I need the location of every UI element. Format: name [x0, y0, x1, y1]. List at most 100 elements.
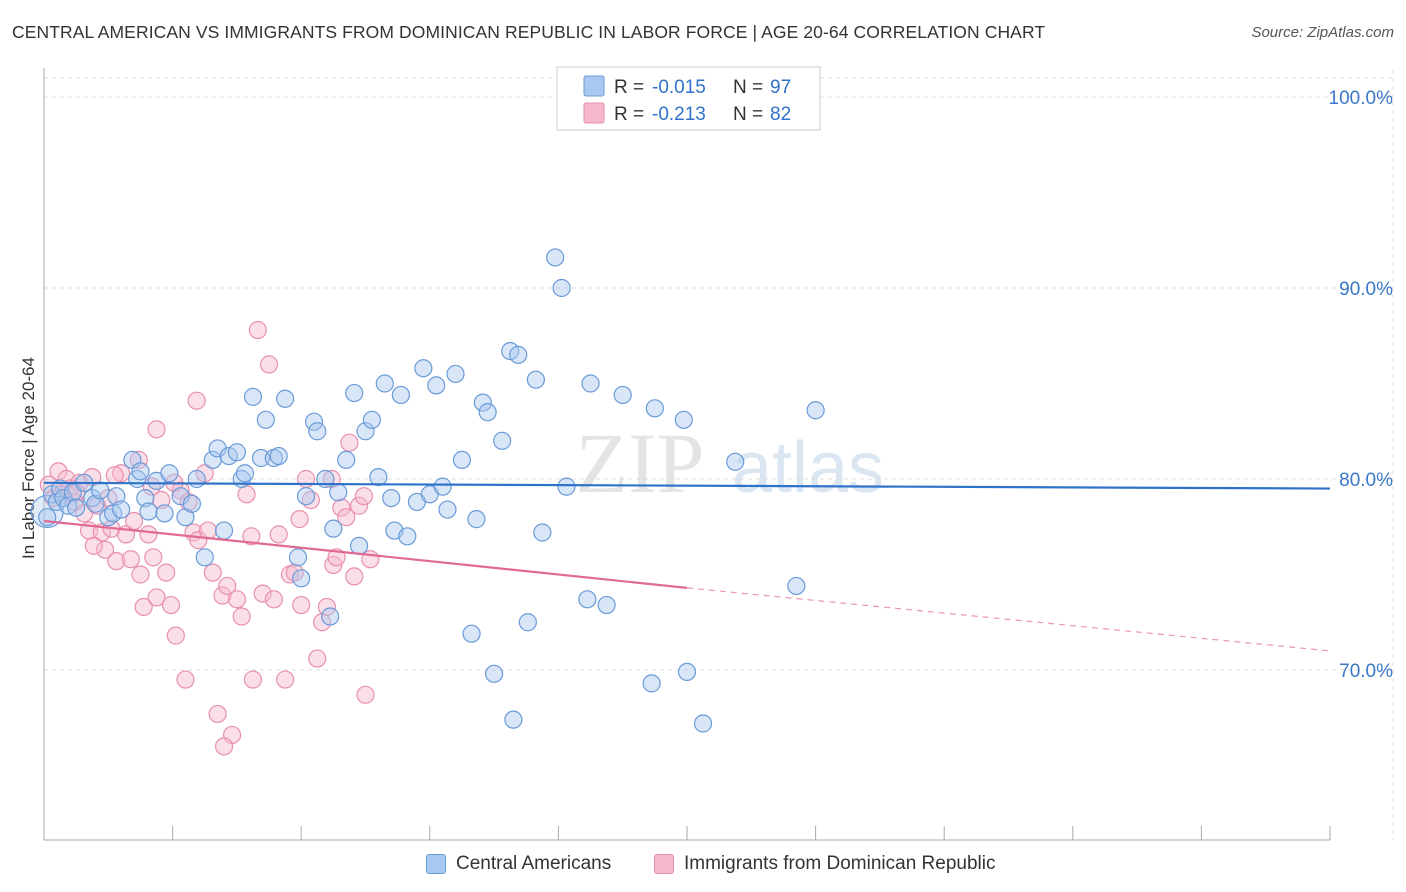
data-point-central-americans: [136, 489, 155, 508]
data-point-dominican: [39, 475, 58, 494]
source-label: Source: ZipAtlas.com: [1251, 24, 1394, 41]
data-point-central-americans: [131, 462, 150, 481]
y-axis-label: In Labor Force | Age 20-64: [19, 357, 38, 559]
data-point-dominican: [84, 536, 103, 555]
data-point-dominican: [208, 704, 227, 724]
svg-text:R = -0.015 N =: R = -0.015 N = 97: [614, 77, 791, 98]
data-point-dominican: [166, 626, 185, 645]
data-point-dominican: [332, 498, 351, 517]
data-point-dominican: [237, 485, 256, 504]
data-point-dominican: [227, 590, 246, 609]
legend-top-swatch-blue: [583, 75, 605, 97]
data-point-central-americans: [446, 364, 465, 384]
data-point-central-americans: [398, 527, 417, 546]
trend-line-dominican-extrapolated: [686, 587, 1331, 652]
legend-swatch-pink: [654, 854, 674, 874]
data-point-dominican: [292, 595, 311, 615]
data-point-central-americans: [581, 374, 600, 393]
data-point-central-americans: [324, 519, 343, 538]
svg-text:R = -0.213 N =: R = -0.213 N = 82: [614, 104, 791, 125]
data-point-central-americans: [251, 448, 271, 468]
data-point-dominican: [317, 597, 337, 617]
trend-line-dominican: [43, 519, 688, 589]
data-point-dominican: [218, 576, 237, 596]
legend-bottom: Central Americans Immigrants from Domini…: [0, 850, 1406, 880]
data-point-central-americans: [112, 500, 131, 519]
data-point-central-americans: [292, 569, 311, 588]
data-point-central-americans: [107, 487, 126, 506]
legend-swatch-blue: [426, 854, 446, 874]
data-point-dominican: [213, 586, 232, 605]
legend-r-label-blue: R =: [614, 77, 649, 98]
y-tick-label: 100.0%: [1329, 88, 1394, 109]
data-point-dominican: [242, 527, 261, 546]
data-point-central-americans: [288, 548, 308, 567]
legend-r-label-pink: R =: [614, 104, 649, 125]
data-point-central-americans: [526, 370, 545, 389]
data-point-central-americans: [160, 464, 179, 483]
data-point-dominican: [354, 487, 373, 506]
data-point-dominican: [345, 567, 364, 586]
legend-n-value-blue: 97: [770, 77, 791, 98]
chart-title: CENTRAL AMERICAN VS IMMIGRANTS FROM DOMI…: [12, 22, 1046, 42]
data-point-central-americans: [478, 403, 497, 422]
data-point-central-americans: [462, 624, 481, 643]
data-point-dominican: [176, 670, 195, 689]
axes: [43, 68, 1331, 841]
data-point-central-americans: [557, 477, 576, 496]
watermark-zip: ZIP: [576, 415, 705, 511]
data-point-dominican: [264, 590, 283, 609]
data-point-dominican: [161, 595, 181, 615]
data-point-central-americans: [597, 595, 616, 615]
data-point-central-americans: [345, 383, 364, 403]
data-point-dominican: [337, 508, 356, 527]
y-tick-labels: 70.0% 80.0% 90.0% 100.0%: [1329, 88, 1394, 682]
data-point-dominican: [105, 466, 124, 485]
data-point-central-americans: [67, 498, 86, 517]
legend-n-value-pink: 82: [770, 104, 791, 125]
data-point-central-americans: [362, 410, 382, 429]
data-point-dominican: [340, 433, 359, 452]
legend-item-dominican: Immigrants from Dominican Republic: [654, 853, 996, 875]
data-point-central-americans: [485, 664, 504, 683]
data-point-central-americans: [787, 576, 806, 596]
data-point-dominican: [203, 563, 222, 582]
data-point-central-americans: [308, 422, 327, 441]
data-point-central-americans: [187, 469, 206, 489]
data-point-dominican: [214, 737, 234, 756]
data-point-dominican: [253, 584, 272, 603]
data-point-central-americans: [518, 613, 537, 632]
legend-n-label-pink: N =: [733, 104, 768, 125]
data-point-dominican: [187, 391, 206, 410]
data-point-dominican: [232, 607, 251, 626]
legend-label-central-americans: Central Americans: [456, 853, 612, 874]
data-point-dominican: [349, 496, 369, 515]
data-point-dominican: [356, 685, 375, 704]
data-point-central-americans: [375, 374, 394, 393]
data-point-central-americans: [243, 387, 263, 406]
legend-top: R = -0.015 N = 97 R = -0.213 N = 82: [556, 66, 821, 131]
legend-r-value-pink: -0.213: [652, 104, 706, 125]
data-point-central-americans: [533, 523, 552, 542]
legend-r-value-blue: -0.015: [652, 77, 706, 98]
data-point-central-americans: [504, 710, 523, 729]
data-point-dominican: [290, 510, 309, 529]
data-point-central-americans: [304, 412, 324, 431]
data-point-dominican: [157, 563, 176, 582]
data-point-dominican: [131, 565, 150, 584]
data-point-central-americans: [356, 422, 375, 441]
legend-item-central-americans: Central Americans: [426, 853, 611, 875]
data-point-central-americans: [256, 410, 275, 429]
data-point-central-americans: [38, 508, 57, 527]
data-point-central-americans: [677, 662, 697, 682]
trend-line-central-americans: [43, 481, 1331, 490]
data-point-central-americans: [337, 450, 356, 469]
data-point-central-americans: [227, 443, 246, 462]
data-point-central-americans: [645, 399, 664, 418]
data-point-dominican: [147, 420, 166, 439]
data-point-central-americans: [369, 467, 388, 487]
data-point-central-americans: [427, 376, 446, 395]
data-point-central-americans: [552, 278, 571, 298]
watermark: ZIP atlas: [576, 415, 885, 511]
data-point-dominican: [269, 525, 288, 544]
